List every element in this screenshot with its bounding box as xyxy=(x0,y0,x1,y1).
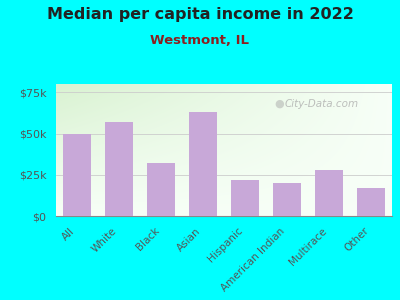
Bar xyxy=(231,180,259,216)
Bar xyxy=(315,170,343,216)
Bar xyxy=(63,134,91,216)
Text: Median per capita income in 2022: Median per capita income in 2022 xyxy=(46,8,354,22)
Text: ●: ● xyxy=(274,99,284,109)
Text: Westmont, IL: Westmont, IL xyxy=(150,34,250,47)
Text: City-Data.com: City-Data.com xyxy=(284,99,359,109)
Bar xyxy=(105,122,133,216)
Bar xyxy=(189,112,217,216)
Bar xyxy=(357,188,385,216)
Bar xyxy=(147,163,175,216)
Bar xyxy=(273,183,301,216)
